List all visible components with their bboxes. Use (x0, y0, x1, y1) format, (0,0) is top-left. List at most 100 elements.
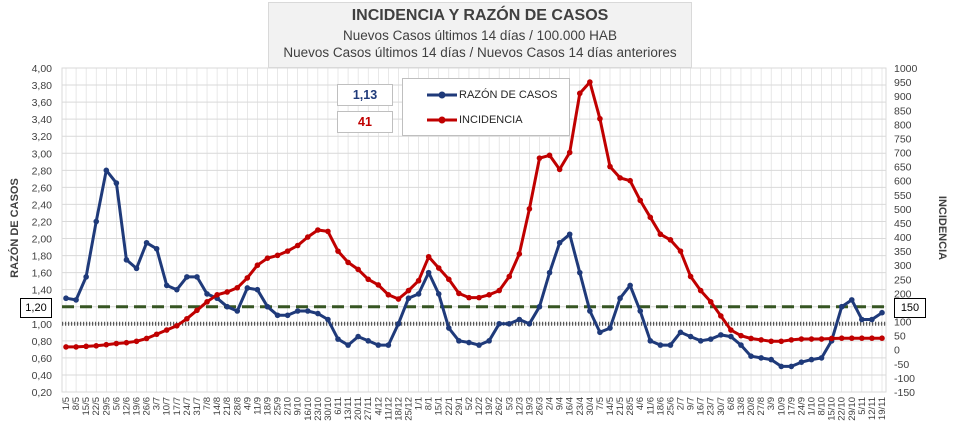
x-tick-label: 12/3 (514, 397, 525, 416)
data-point-razon (194, 274, 200, 280)
x-tick-label: 15/1 (434, 397, 445, 416)
data-point-incidencia (264, 255, 271, 261)
data-point-razon (758, 355, 764, 361)
data-point-razon (466, 339, 472, 346)
x-tick-label: 8/5 (71, 397, 82, 410)
x-tick-label: 23/10 (313, 397, 324, 421)
x-tick-label: 29/5 (101, 397, 112, 416)
data-point-incidencia (687, 273, 694, 280)
data-point-razon (728, 333, 734, 340)
data-point-incidencia (425, 253, 432, 260)
left-tick-label: 3,00 (32, 148, 53, 160)
data-point-razon (597, 329, 603, 336)
x-tick-label: 5/2 (464, 397, 475, 410)
data-point-razon (234, 308, 241, 314)
data-point-incidencia (214, 292, 220, 298)
data-point-incidencia (325, 228, 331, 235)
data-point-incidencia (446, 276, 452, 283)
right-tick-label: 300 (894, 260, 912, 272)
data-point-incidencia (879, 335, 885, 341)
data-point-incidencia (63, 344, 69, 350)
data-point-incidencia (566, 149, 573, 156)
data-point-razon (526, 320, 533, 327)
data-point-razon (848, 297, 855, 303)
legend-swatch-razon (427, 91, 457, 99)
data-point-incidencia (204, 299, 210, 305)
data-point-incidencia (163, 327, 170, 333)
data-point-razon (264, 303, 271, 310)
x-tick-label: 4/12 (373, 397, 384, 416)
x-tick-label: 5/6 (111, 397, 122, 410)
left-tick-label: 1,60 (32, 268, 53, 280)
data-point-incidencia (174, 322, 180, 329)
x-tick-label: 25/6 (665, 397, 676, 416)
x-tick-label: 3/7 (152, 397, 163, 410)
x-tick-label: 11/6 (645, 397, 656, 415)
left-axis-ticks: 0,200,400,600,801,001,201,401,601,802,00… (32, 63, 53, 399)
x-tick-label: 30/7 (716, 397, 727, 416)
x-tick-label: 4/6 (635, 397, 646, 410)
left-tick-label: 3,40 (32, 114, 53, 126)
series-line-razon (65, 168, 883, 368)
data-point-incidencia (667, 237, 674, 243)
x-tick-label: 28/8 (232, 397, 243, 416)
ratio-threshold-label: 1,20 (20, 298, 52, 318)
right-axis-title: INCIDENCIA (936, 195, 948, 261)
data-point-incidencia (345, 259, 351, 266)
data-point-incidencia (395, 296, 402, 302)
x-tick-label: 2/7 (676, 397, 687, 410)
left-tick-label: 2,20 (32, 216, 53, 228)
data-point-incidencia (859, 335, 865, 341)
x-tick-label: 30/10 (323, 397, 334, 421)
data-point-razon (869, 316, 875, 323)
x-tick-label: 17/9 (786, 397, 797, 416)
series-line-incidencia (66, 80, 882, 349)
data-point-razon (254, 286, 261, 293)
x-tick-label: 4/9 (242, 397, 253, 410)
data-point-incidencia (466, 294, 472, 301)
data-point-razon (516, 316, 523, 323)
data-point-incidencia (556, 166, 563, 173)
x-tick-label: 1/1 (414, 397, 425, 410)
right-tick-label: 100 (894, 317, 912, 329)
data-point-razon (637, 308, 644, 314)
data-point-razon (456, 338, 462, 344)
data-point-incidencia (738, 332, 744, 339)
data-point-razon (707, 336, 714, 342)
right-tick-label: 500 (894, 204, 912, 216)
right-tick-label: -150 (894, 387, 915, 399)
data-point-razon (859, 316, 865, 323)
data-point-razon (556, 239, 563, 246)
x-tick-label: 15/10 (827, 397, 838, 421)
right-tick-label: 800 (894, 119, 912, 131)
data-point-incidencia (536, 155, 543, 161)
x-tick-label: 28/5 (625, 397, 636, 416)
data-point-incidencia (587, 79, 593, 85)
legend-swatch-incidencia (427, 116, 457, 124)
data-point-razon (335, 336, 341, 342)
x-tick-label: 25/12 (404, 397, 415, 421)
x-tick-label: 16/4 (565, 397, 576, 416)
x-tick-label: 31/7 (192, 397, 203, 416)
data-point-razon (778, 363, 785, 370)
data-point-incidencia (234, 284, 241, 291)
left-tick-label: 3,60 (32, 97, 53, 109)
data-point-incidencia (335, 248, 341, 254)
x-tick-label: 8/1 (424, 397, 435, 410)
data-point-incidencia (284, 248, 291, 254)
data-point-razon (768, 356, 774, 363)
x-tick-label: 15/5 (81, 397, 92, 416)
data-point-razon (738, 342, 744, 348)
right-tick-label: 400 (894, 232, 912, 244)
x-tick-label: 19/3 (524, 397, 535, 416)
x-tick-label: 26/3 (534, 397, 545, 416)
data-point-incidencia (355, 266, 361, 273)
data-point-razon (627, 282, 633, 289)
data-point-incidencia (103, 341, 110, 348)
data-point-razon (304, 308, 311, 314)
data-point-incidencia (869, 335, 875, 341)
data-point-razon (587, 308, 593, 314)
x-tick-label: 10/7 (162, 397, 173, 416)
data-point-incidencia (838, 335, 845, 341)
data-point-incidencia (123, 339, 130, 346)
